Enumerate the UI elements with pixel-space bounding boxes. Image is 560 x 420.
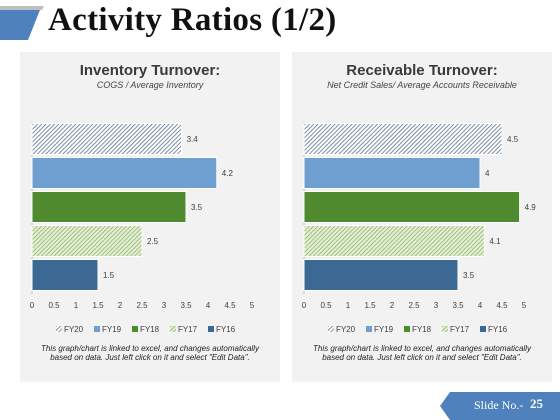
legend-label-fy19: FY19	[374, 325, 394, 334]
legend-label-fy19: FY19	[102, 325, 122, 334]
data-label-fy18: 3.5	[191, 203, 203, 212]
inventory-turnover-chart: 3.4 4.2 3.5 2.5 1.5 0 0.5 1 1.5 2 2.5 3 3.5 4 4.5 5 FY20…	[30, 122, 255, 334]
chart-title: Receivable Turnover:	[346, 62, 498, 79]
x-tick-label: 2	[118, 301, 123, 310]
bar-fy18	[31, 191, 187, 223]
bar-fy17	[31, 225, 143, 257]
x-tick-label: 0.5	[48, 301, 60, 310]
inventory-turnover-panel: Inventory Turnover: COGS / Average Inven…	[20, 52, 280, 382]
legend-label-fy16: FY16	[488, 325, 508, 334]
x-tick-label: 2	[390, 301, 395, 310]
x-tick-label: 4.5	[496, 301, 508, 310]
legend-swatch-fy17	[170, 326, 176, 332]
legend-swatch-fy18	[404, 326, 410, 332]
slide-badge-arrow	[440, 392, 450, 420]
x-tick-label: 5	[522, 301, 527, 310]
bar-fy16	[31, 259, 99, 291]
x-tick-label: 3	[162, 301, 167, 310]
bar-fy20	[31, 123, 183, 155]
legend-label-fy18: FY18	[140, 325, 160, 334]
x-tick-label: 4	[206, 301, 211, 310]
chart-note: This graph/chart is linked to excel, and…	[41, 344, 259, 362]
bar-fy19	[303, 157, 481, 189]
chart-note: This graph/chart is linked to excel, and…	[313, 344, 531, 362]
data-label-fy19: 4	[485, 169, 490, 178]
data-label-fy16: 1.5	[103, 271, 115, 280]
slide-label: Slide No.-	[474, 398, 524, 412]
x-tick-label: 0	[30, 301, 35, 310]
x-tick-label: 1.5	[92, 301, 104, 310]
x-tick-label: 1.5	[364, 301, 376, 310]
bar-fy19	[31, 157, 218, 189]
slide-number-badge	[450, 392, 560, 420]
legend-swatch-fy19	[366, 326, 372, 332]
x-tick-label: 1	[74, 301, 79, 310]
data-label-fy18: 4.9	[525, 203, 537, 212]
data-label-fy19: 4.2	[222, 169, 234, 178]
legend-label-fy20: FY20	[64, 325, 84, 334]
title-accent-shape	[0, 6, 44, 40]
receivable-turnover-panel: Receivable Turnover: Net Credit Sales/ A…	[292, 52, 552, 382]
legend-swatch-fy17	[442, 326, 448, 332]
bar-fy17	[303, 225, 485, 257]
legend-swatch-fy16	[208, 326, 214, 332]
x-tick-label: 4	[478, 301, 483, 310]
legend-label-fy16: FY16	[216, 325, 236, 334]
data-label-fy17: 2.5	[147, 237, 159, 246]
slide-number: 25	[530, 396, 543, 411]
data-label-fy20: 4.5	[507, 135, 519, 144]
x-tick-label: 0	[302, 301, 307, 310]
x-tick-label: 2.5	[136, 301, 148, 310]
x-tick-label: 4.5	[224, 301, 236, 310]
data-label-fy16: 3.5	[463, 271, 475, 280]
x-tick-label: 5	[250, 301, 255, 310]
chart-subtitle: Net Credit Sales/ Average Accounts Recei…	[327, 80, 517, 90]
legend-label-fy17: FY17	[178, 325, 198, 334]
x-tick-label: 3.5	[452, 301, 464, 310]
page-title: Activity Ratios (1/2)	[48, 2, 337, 38]
bar-fy16	[303, 259, 459, 291]
x-tick-label: 3	[434, 301, 439, 310]
receivable-turnover-chart: 4.5 4 4.9 4.1 3.5 0 0.5 1 1.5 2 2.5 3 3.5 4 4.5 5 FY20 FY…	[302, 122, 537, 334]
legend-label-fy18: FY18	[412, 325, 432, 334]
data-label-fy17: 4.1	[489, 237, 501, 246]
x-tick-label: 2.5	[408, 301, 420, 310]
chart-title: Inventory Turnover:	[79, 62, 221, 79]
x-tick-label: 1	[346, 301, 351, 310]
legend-swatch-fy16	[480, 326, 486, 332]
legend-swatch-fy18	[132, 326, 138, 332]
x-tick-label: 3.5	[180, 301, 192, 310]
legend-swatch-fy19	[94, 326, 100, 332]
data-label-fy20: 3.4	[187, 135, 199, 144]
legend-label-fy20: FY20	[336, 325, 356, 334]
x-tick-label: 0.5	[320, 301, 332, 310]
legend-label-fy17: FY17	[450, 325, 470, 334]
chart-subtitle: COGS / Average Inventory	[96, 80, 204, 90]
bar-fy18	[303, 191, 521, 223]
legend-swatch-fy20	[328, 326, 334, 332]
legend-swatch-fy20	[56, 326, 62, 332]
bar-fy20	[303, 123, 503, 155]
